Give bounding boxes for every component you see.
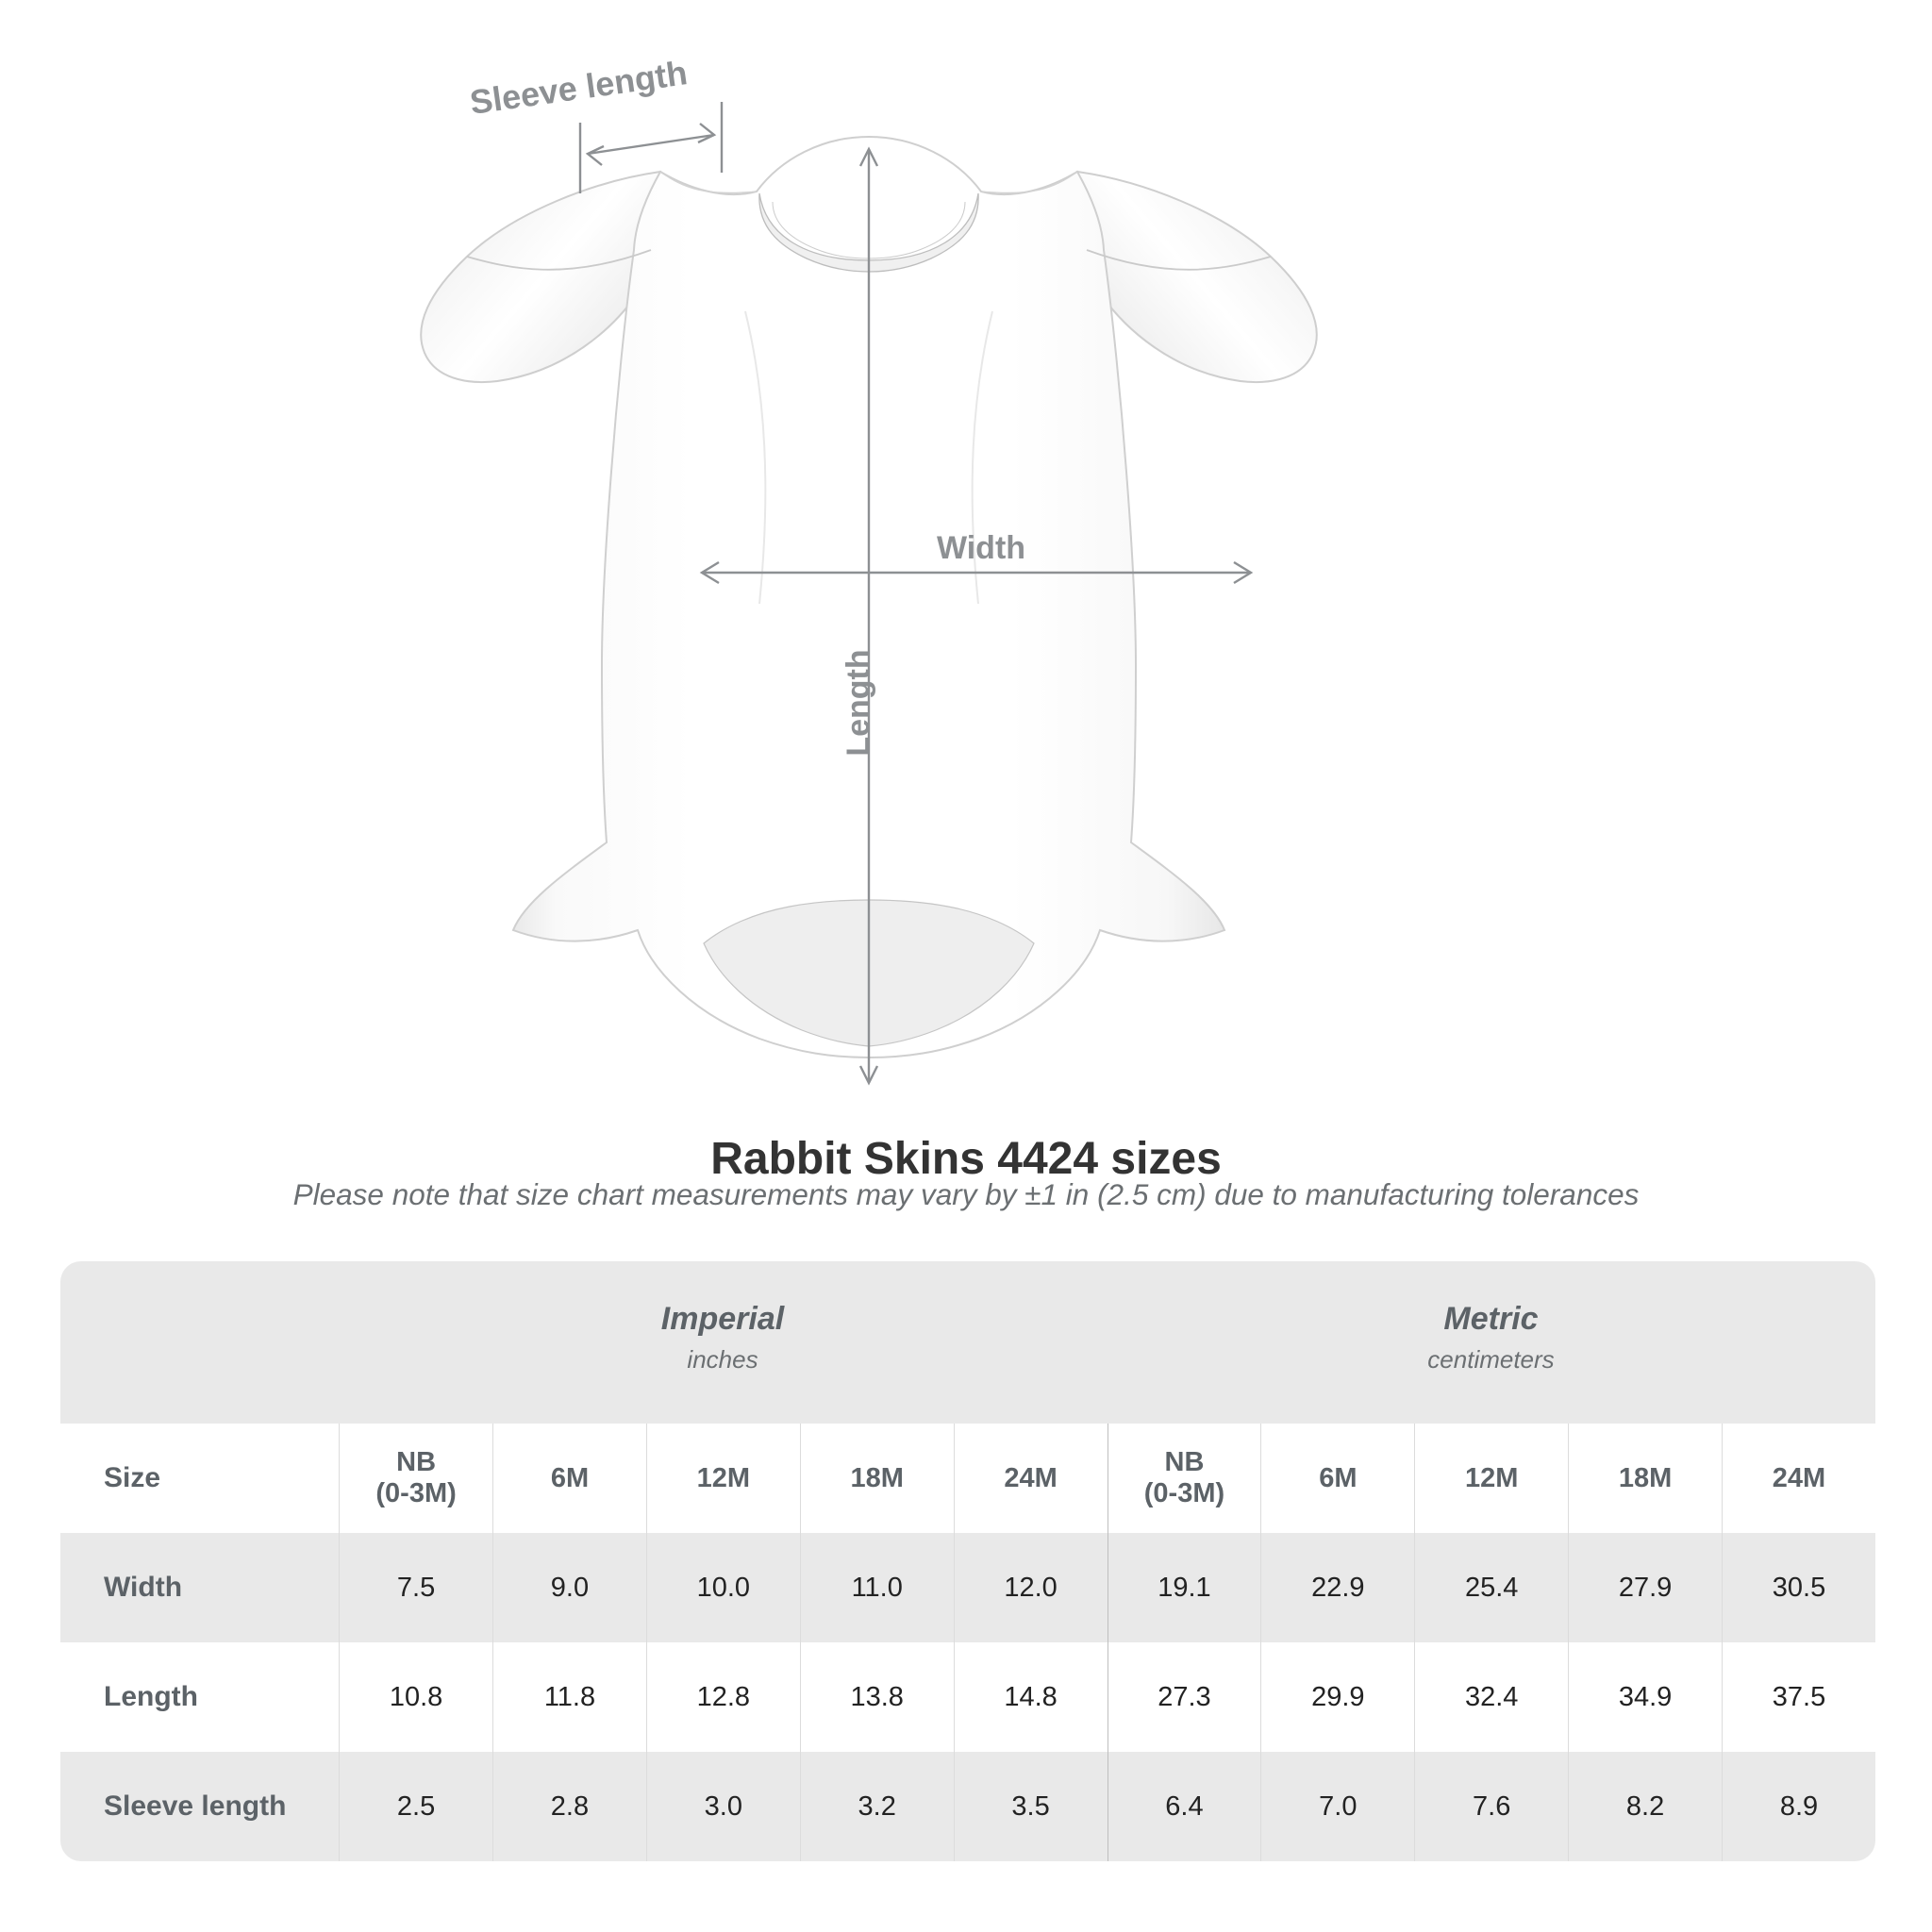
svg-text:Length: Length (841, 649, 876, 756)
svg-text:Width: Width (937, 530, 1025, 566)
svg-text:Sleeve length: Sleeve length (467, 53, 690, 122)
